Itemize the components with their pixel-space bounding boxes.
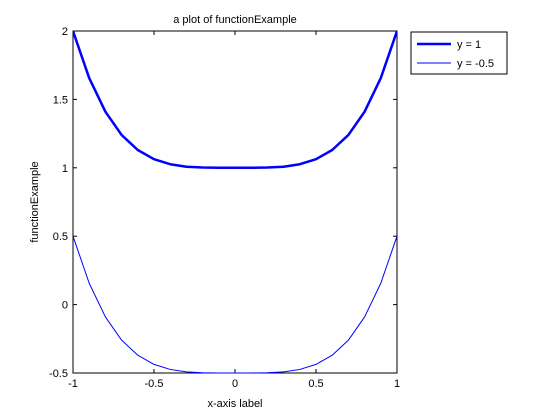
- series-line: [73, 30, 397, 170]
- y-tick-label: 0: [62, 300, 68, 312]
- x-tick-label: 1: [394, 378, 400, 390]
- x-tick-label: -1: [68, 378, 78, 390]
- chart-title: a plot of functionExample: [173, 14, 297, 26]
- y-tick-label: -0.5: [49, 368, 68, 380]
- y-tick-label: 0.5: [53, 231, 68, 243]
- y-tick-label: 2: [62, 26, 68, 38]
- y-axis-label: functionExample: [29, 161, 41, 242]
- chart-legend: y = 1 y = -0.5: [410, 31, 508, 75]
- x-tick-label: -0.5: [145, 378, 164, 390]
- y-tick-label: 1.5: [53, 94, 68, 106]
- legend-box: [410, 31, 508, 75]
- x-tick-label: 0.5: [308, 378, 323, 390]
- axes-box: [72, 30, 398, 374]
- x-axis-label: x-axis label: [207, 398, 262, 410]
- legend-entry-label: y = -0.5: [457, 58, 494, 70]
- y-tick-label: 1: [62, 163, 68, 175]
- legend-entry-label: y = 1: [457, 39, 481, 51]
- series-line: [73, 236, 397, 374]
- x-tick-label: 0: [232, 378, 238, 390]
- plot-area: -1 -0.5 0 0.5 1-0.500.511.52: [49, 26, 400, 390]
